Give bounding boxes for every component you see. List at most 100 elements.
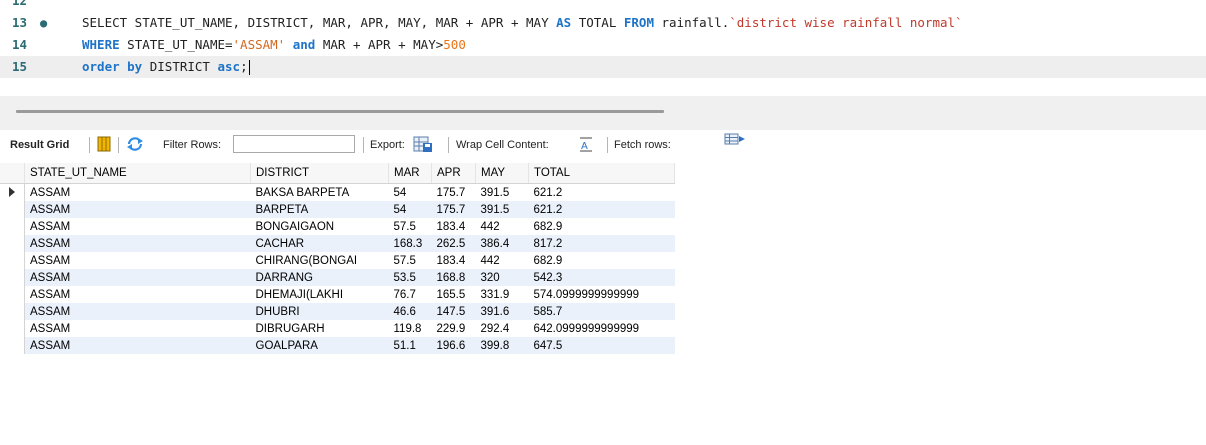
cell-total[interactable]: 682.9 [533,254,563,267]
column-header-total[interactable]: TOTAL [528,163,675,184]
row-indicator[interactable] [0,303,25,320]
table-row[interactable]: ASSAM GOALPARA 51.1 196.6 399.8 647.5 [0,337,675,354]
refresh-icon[interactable] [126,136,144,152]
cell-district[interactable]: GOALPARA [250,337,389,354]
column-header-apr[interactable]: APR [431,163,476,184]
cell-district[interactable]: DARRANG [250,269,389,286]
cell-state-ut-name[interactable]: ASSAM [24,337,251,354]
cell-may[interactable]: 391.5 [480,186,510,199]
cell-state-ut-name[interactable]: ASSAM [30,254,71,267]
table-row[interactable]: ASSAM CHIRANG(BONGAI 57.5 183.4 442 682.9 [0,252,675,269]
cell-apr[interactable]: 183.4 [436,220,466,233]
cell-may[interactable]: 292.4 [480,322,510,335]
code-text[interactable]: order by DISTRICT asc; [82,56,250,78]
cell-total[interactable]: 642.0999999999999 [533,322,640,335]
filter-rows-input[interactable] [233,135,355,153]
cell-apr[interactable]: 229.9 [436,322,466,335]
row-indicator[interactable] [0,337,25,354]
cell-district[interactable]: DIBRUGARH [255,322,325,335]
cell-may[interactable]: 391.5 [475,201,529,218]
cell-total[interactable]: 542.3 [528,269,675,286]
cell-state-ut-name[interactable]: ASSAM [30,220,71,233]
cell-may[interactable]: 386.4 [475,235,529,252]
row-indicator[interactable] [0,286,25,303]
table-row[interactable]: ASSAM DHEMAJI(LAKHI 76.7 165.5 331.9 574.0999… [0,286,675,303]
row-indicator[interactable] [0,252,25,269]
cell-mar[interactable]: 57.5 [393,220,416,233]
export-icon[interactable] [413,135,433,152]
cell-district[interactable]: DHUBRI [250,303,389,320]
cell-apr[interactable]: 262.5 [431,235,476,252]
cell-state-ut-name[interactable]: ASSAM [24,303,251,320]
result-grid[interactable]: STATE_UT_NAME DISTRICT MAR APR MAY TOTAL… [0,163,675,354]
row-indicator[interactable] [0,201,25,218]
cell-total[interactable]: 647.5 [528,337,675,354]
cell-mar[interactable]: 53.5 [388,269,432,286]
column-header-state-ut-name[interactable]: STATE_UT_NAME [24,163,251,184]
wrap-text-icon[interactable]: A [578,136,594,152]
table-row[interactable]: ASSAM BARPETA 54 175.7 391.5 621.2 [0,201,675,218]
code-text[interactable]: SELECT STATE_UT_NAME, DISTRICT, MAR, APR… [82,12,963,34]
cell-apr[interactable]: 175.7 [431,201,476,218]
table-row[interactable]: ASSAM DHUBRI 46.6 147.5 391.6 585.7 [0,303,675,320]
fetch-next-icon[interactable] [724,133,746,149]
cell-district[interactable]: CACHAR [250,235,389,252]
cell-apr[interactable]: 196.6 [431,337,476,354]
cell-may[interactable]: 331.9 [480,288,510,301]
row-indicator[interactable] [0,235,25,252]
editor-line[interactable]: 14 WHERE STATE_UT_NAME='ASSAM' and MAR + … [0,34,1206,56]
cell-total[interactable]: 682.9 [533,220,563,233]
cell-mar[interactable]: 76.7 [393,288,416,301]
cell-apr[interactable]: 175.7 [436,186,466,199]
cell-total[interactable]: 621.2 [533,186,563,199]
row-indicator[interactable] [0,218,25,235]
cell-may[interactable]: 442 [480,254,500,267]
table-row[interactable]: ASSAM DIBRUGARH 119.8 229.9 292.4 642.0999999… [0,320,675,337]
cell-district[interactable]: BARPETA [250,201,389,218]
table-row[interactable]: ASSAM DARRANG 53.5 168.8 320 542.3 [0,269,675,286]
cell-state-ut-name[interactable]: ASSAM [30,288,71,301]
cell-total[interactable]: 817.2 [528,235,675,252]
cell-mar[interactable]: 46.6 [388,303,432,320]
cell-mar[interactable]: 168.3 [388,235,432,252]
cell-district[interactable]: DHEMAJI(LAKHI [255,288,344,301]
editor-horizontal-scrollbar[interactable] [0,96,1206,130]
column-header-mar[interactable]: MAR [388,163,432,184]
form-view-icon[interactable] [96,136,112,152]
row-indicator[interactable] [0,269,25,286]
row-indicator[interactable] [0,183,25,201]
cell-mar[interactable]: 119.8 [393,322,422,335]
cell-apr[interactable]: 165.5 [436,288,466,301]
scrollbar-thumb[interactable] [16,110,664,113]
cell-total[interactable]: 621.2 [528,201,675,218]
cell-district[interactable]: BAKSA BARPETA [255,186,350,199]
cell-district[interactable]: CHIRANG(BONGAI [255,254,358,267]
cell-apr[interactable]: 183.4 [436,254,466,267]
cell-state-ut-name[interactable]: ASSAM [24,201,251,218]
cell-state-ut-name[interactable]: ASSAM [24,235,251,252]
cell-state-ut-name[interactable]: ASSAM [24,269,251,286]
cell-total[interactable]: 574.0999999999999 [533,288,640,301]
cell-state-ut-name[interactable]: ASSAM [30,322,71,335]
cell-apr[interactable]: 168.8 [431,269,476,286]
cell-mar[interactable]: 54 [393,186,407,199]
row-indicator[interactable] [0,320,25,337]
code-text[interactable]: WHERE STATE_UT_NAME='ASSAM' and MAR + AP… [82,34,466,56]
cell-district[interactable]: BONGAIGAON [255,220,335,233]
editor-line[interactable]: 15 order by DISTRICT asc; [0,56,1206,78]
cell-mar[interactable]: 51.1 [388,337,432,354]
cell-mar[interactable]: 54 [388,201,432,218]
cell-may[interactable]: 320 [475,269,529,286]
table-row[interactable]: ASSAM BAKSA BARPETA 54 175.7 391.5 621.2 [0,183,675,201]
cell-may[interactable]: 442 [480,220,500,233]
result-grid-tab[interactable]: Result Grid [10,139,70,151]
cell-apr[interactable]: 147.5 [431,303,476,320]
table-row[interactable]: ASSAM BONGAIGAON 57.5 183.4 442 682.9 [0,218,675,235]
cell-state-ut-name[interactable]: ASSAM [30,186,71,199]
editor-line[interactable]: 12 [0,0,1206,12]
cell-total[interactable]: 585.7 [528,303,675,320]
sql-editor[interactable]: 12 13 ● SELECT STATE_UT_NAME, DISTRICT, MAR… [0,0,1206,96]
column-header-may[interactable]: MAY [475,163,529,184]
table-row[interactable]: ASSAM CACHAR 168.3 262.5 386.4 817.2 [0,235,675,252]
editor-line[interactable]: 13 ● SELECT STATE_UT_NAME, DISTRICT, MAR, … [0,12,1206,34]
